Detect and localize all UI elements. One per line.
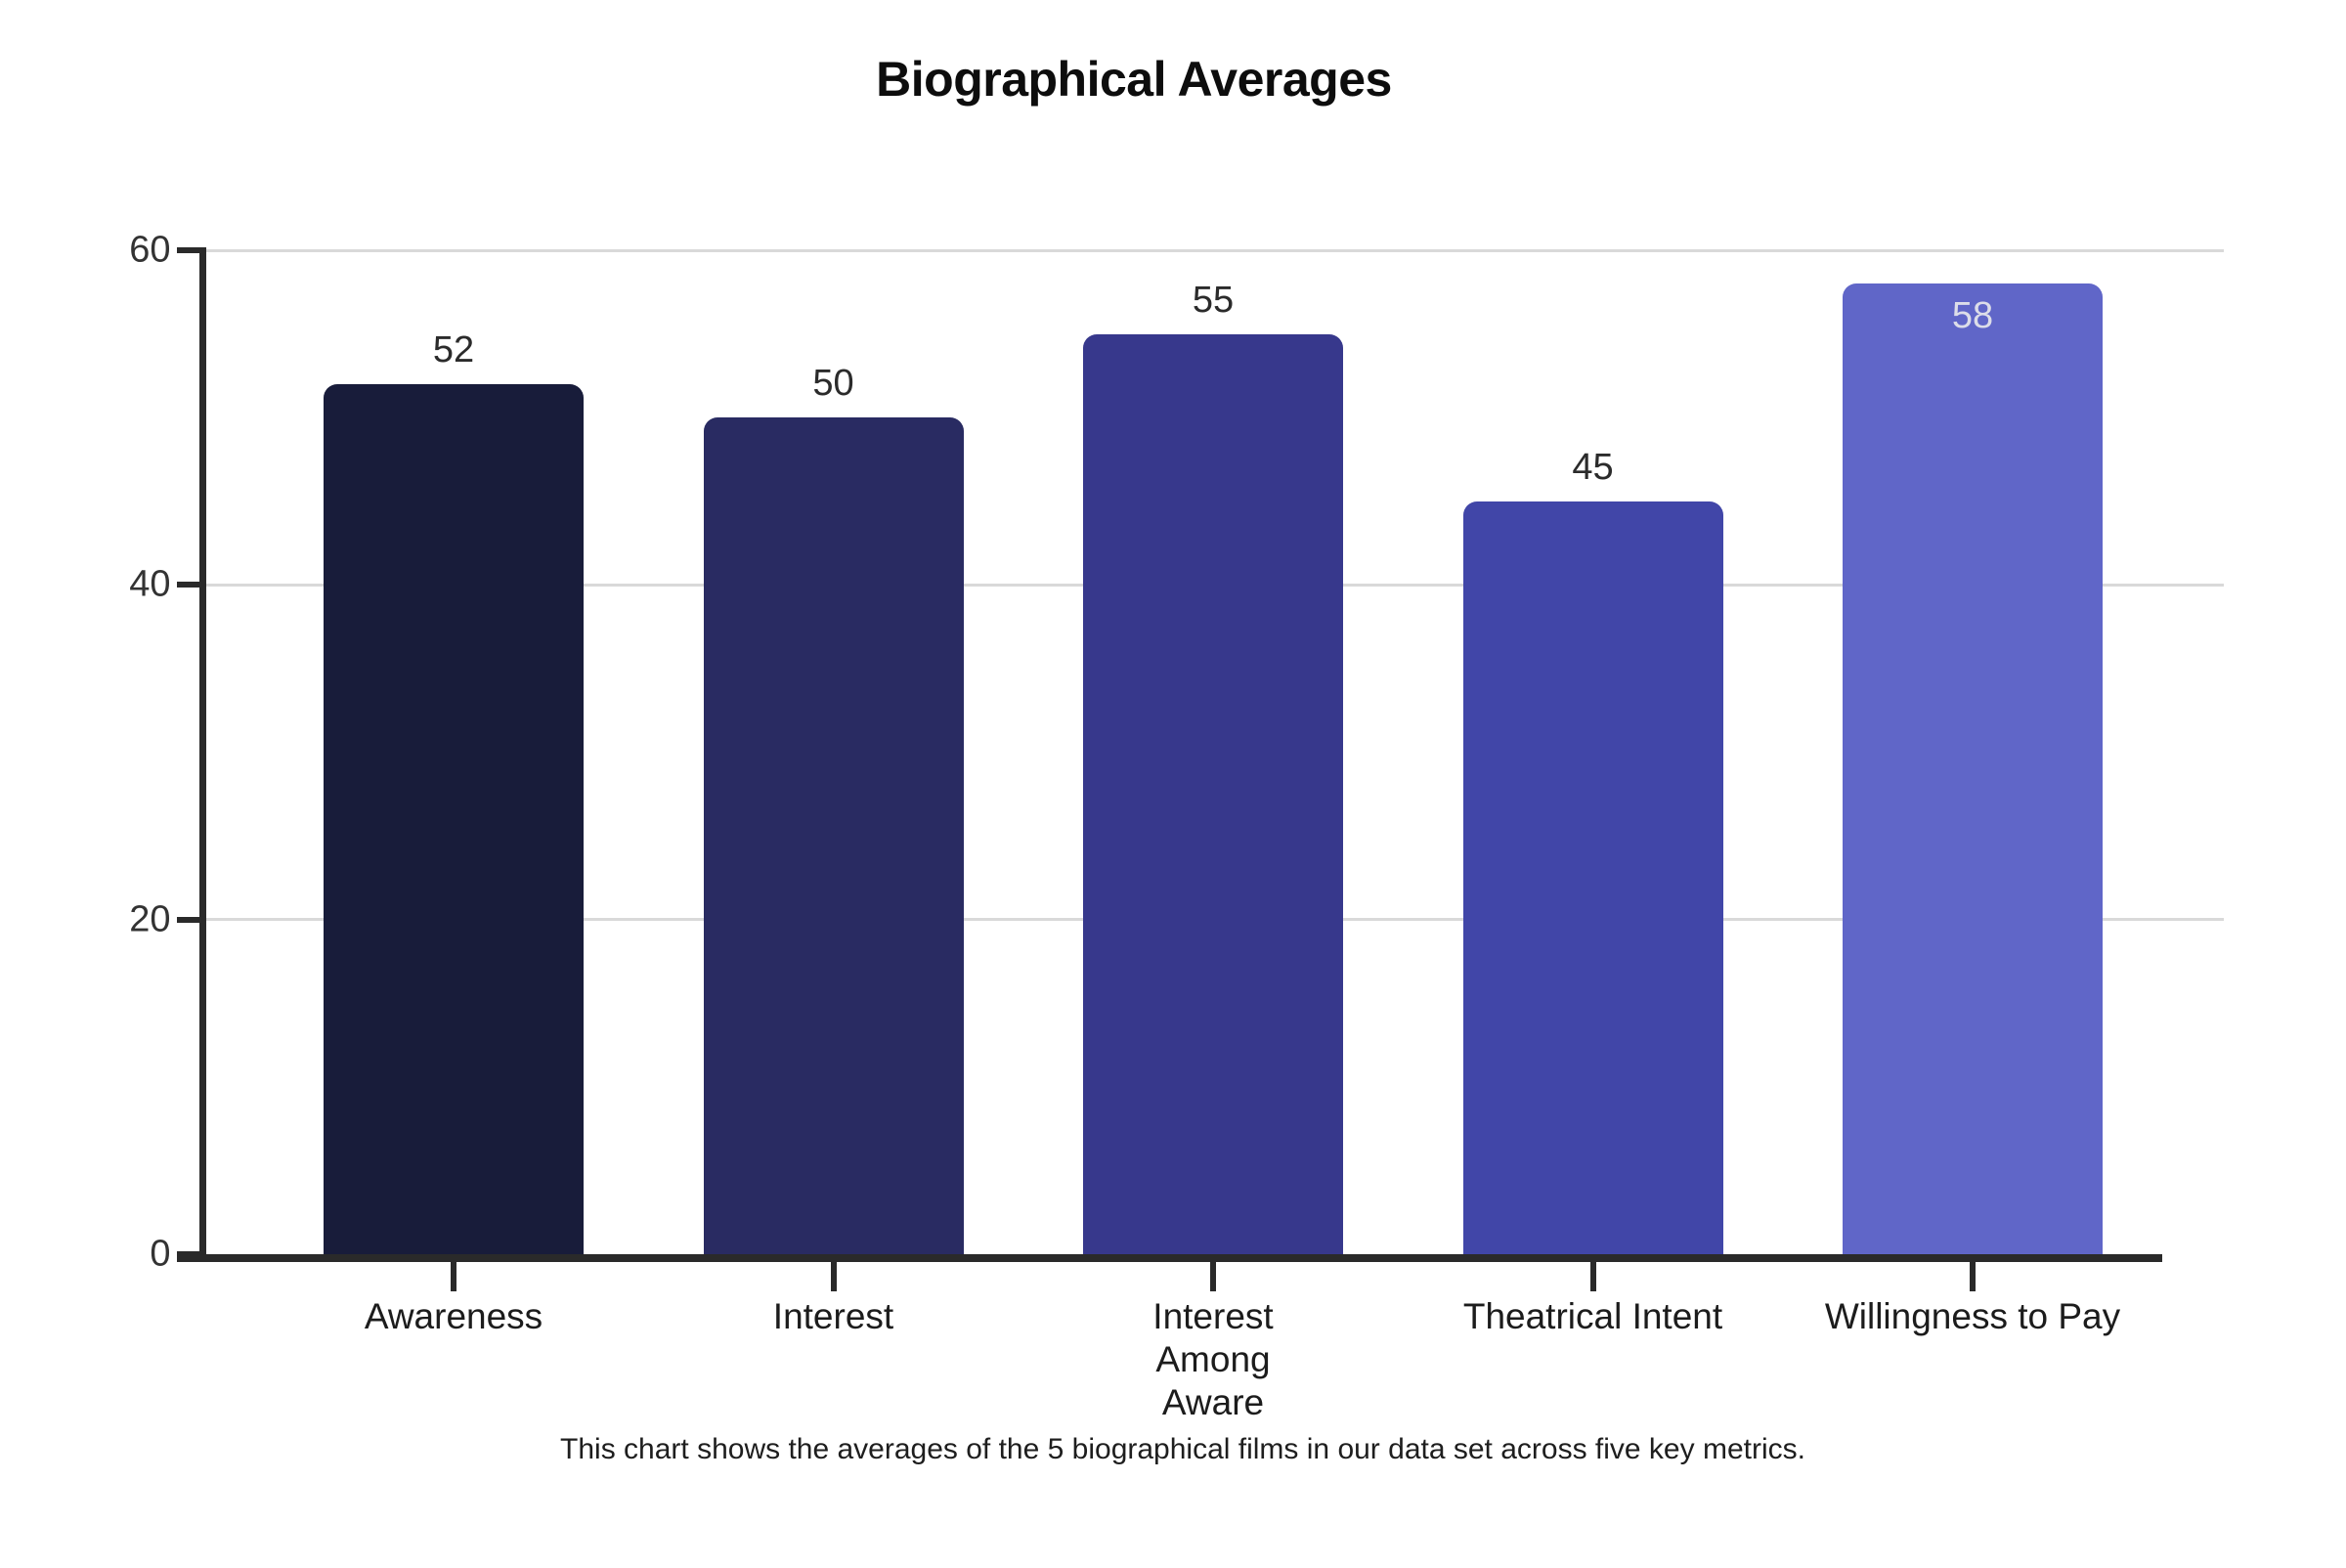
horizontal-gridline bbox=[205, 248, 2224, 252]
bar bbox=[703, 417, 964, 1254]
x-category-label-line: Theatrical Intent bbox=[1462, 1296, 1723, 1336]
bar-value-label: 52 bbox=[432, 328, 475, 370]
x-axis-tick-mark bbox=[1589, 1262, 1596, 1291]
bar bbox=[1843, 283, 2103, 1254]
x-category-label: Interest bbox=[643, 1295, 1023, 1338]
y-axis-tick-label: 0 bbox=[150, 1233, 171, 1275]
y-axis-tick-label: 20 bbox=[129, 898, 171, 940]
x-category-label-line: Interest bbox=[1152, 1296, 1274, 1336]
x-axis-line bbox=[176, 1254, 2162, 1262]
bar bbox=[1083, 333, 1343, 1254]
x-category-label: Willingness to Pay bbox=[1783, 1295, 2163, 1338]
x-category-label-line: Interest bbox=[772, 1296, 894, 1336]
x-axis-tick-mark bbox=[830, 1262, 837, 1291]
bar-value-label: 58 bbox=[1951, 295, 1994, 337]
x-category-label: Theatrical Intent bbox=[1403, 1295, 1783, 1338]
y-axis-tick-label: 60 bbox=[129, 229, 171, 271]
x-axis-tick-mark bbox=[451, 1262, 456, 1291]
x-category-label: Awareness bbox=[264, 1295, 644, 1338]
y-axis-tick-mark bbox=[176, 582, 202, 588]
bar-value-label: 45 bbox=[1572, 446, 1614, 488]
bar-value-label: 50 bbox=[812, 363, 854, 405]
x-axis-tick-mark bbox=[1210, 1262, 1216, 1291]
bar-value-label: 55 bbox=[1192, 279, 1235, 321]
chart-caption: This chart shows the averages of the 5 b… bbox=[560, 1433, 1805, 1465]
y-axis-tick-mark bbox=[176, 916, 202, 923]
x-category-label: Interest Among Aware bbox=[1023, 1295, 1404, 1424]
chart-title: Biographical Averages bbox=[876, 52, 1392, 107]
y-axis-tick-label: 40 bbox=[129, 563, 171, 605]
y-axis-tick-mark bbox=[176, 247, 202, 253]
x-category-label-line: Aware bbox=[1161, 1382, 1265, 1422]
x-category-label-line: Among bbox=[1155, 1339, 1271, 1379]
x-axis-tick-mark bbox=[1970, 1262, 1976, 1291]
y-axis-line bbox=[198, 247, 206, 1262]
bar bbox=[324, 383, 584, 1254]
x-category-label-line: Awareness bbox=[364, 1296, 543, 1336]
x-category-label-line: Willingness to Pay bbox=[1824, 1296, 2121, 1336]
bar bbox=[1462, 501, 1723, 1254]
